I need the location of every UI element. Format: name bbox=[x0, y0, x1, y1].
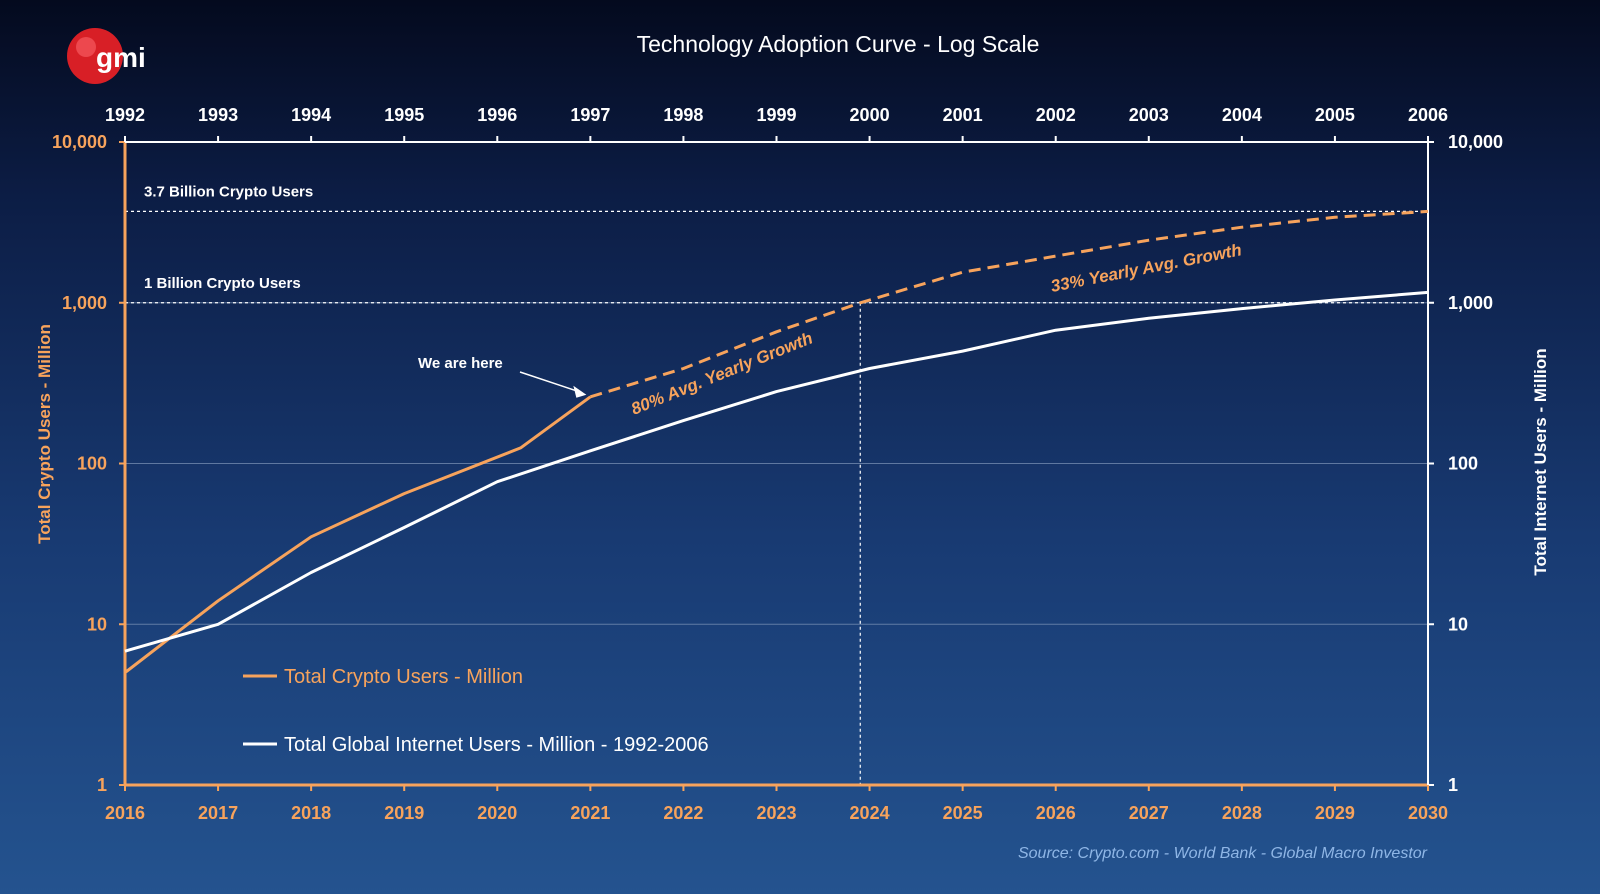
annotations: We are here 80% Avg. Yearly Growth 33% Yea… bbox=[418, 240, 1243, 418]
y-tick-label-left: 1 bbox=[97, 775, 107, 795]
y-tick-label-right: 1 bbox=[1448, 775, 1458, 795]
chart-title: Technology Adoption Curve - Log Scale bbox=[637, 31, 1040, 57]
annotation-we-are-here: We are here bbox=[418, 355, 503, 372]
axes: 1 1 10 10 100 100 1,000 1,000 10,000 10,000 2016 20… bbox=[52, 105, 1503, 823]
y-tick-label-right: 1,000 bbox=[1448, 293, 1493, 313]
series-line-2 bbox=[124, 290, 1429, 653]
x-tick-label-bottom: 2017 bbox=[198, 803, 238, 823]
source-note: Source: Crypto.com - World Bank - Global… bbox=[1018, 845, 1428, 862]
x-tick-label-top: 2003 bbox=[1129, 105, 1169, 125]
reference-lines: 3.7 Billion Crypto Users 1 Billion Crypto… bbox=[125, 183, 1428, 785]
x-tick-label-top: 1997 bbox=[570, 105, 610, 125]
x-tick-label-bottom: 2024 bbox=[850, 803, 890, 823]
x-tick-label-top: 2000 bbox=[850, 105, 890, 125]
x-tick-label-bottom: 2030 bbox=[1408, 803, 1448, 823]
reference-label: 1 Billion Crypto Users bbox=[144, 275, 301, 292]
y-tick-label-right: 10 bbox=[1448, 614, 1468, 634]
x-tick-label-top: 1998 bbox=[663, 105, 703, 125]
x-tick-label-top: 1992 bbox=[105, 105, 145, 125]
y-axis-title-left: Total Crypto Users - Million bbox=[35, 324, 54, 544]
y-tick-label-left: 100 bbox=[77, 454, 107, 474]
series-line-1 bbox=[589, 209, 1429, 399]
y-tick-label-left: 10 bbox=[87, 614, 107, 634]
annotation-arrow-head bbox=[573, 385, 587, 398]
x-tick-label-top: 2002 bbox=[1036, 105, 1076, 125]
x-tick-label-top: 2005 bbox=[1315, 105, 1355, 125]
y-tick-label-right: 100 bbox=[1448, 454, 1478, 474]
x-tick-label-top: 1996 bbox=[477, 105, 517, 125]
x-tick-label-bottom: 2018 bbox=[291, 803, 331, 823]
x-tick-label-top: 1994 bbox=[291, 105, 331, 125]
annotation-arrow-shaft bbox=[519, 371, 583, 394]
x-tick-label-bottom: 2019 bbox=[384, 803, 424, 823]
x-tick-label-bottom: 2025 bbox=[943, 803, 983, 823]
logo-highlight bbox=[76, 37, 96, 57]
logo-text: gmi bbox=[96, 42, 146, 73]
reference-label: 3.7 Billion Crypto Users bbox=[144, 183, 313, 200]
legend: Total Crypto Users - Million Total Globa… bbox=[243, 666, 709, 756]
legend-label-internet: Total Global Internet Users - Million - … bbox=[284, 734, 709, 756]
series-line-0 bbox=[124, 395, 592, 674]
annotation-growth-33: 33% Yearly Avg. Growth bbox=[1049, 240, 1243, 296]
x-tick-label-bottom: 2028 bbox=[1222, 803, 1262, 823]
x-tick-label-top: 2001 bbox=[943, 105, 983, 125]
x-tick-label-top: 2004 bbox=[1222, 105, 1262, 125]
x-tick-label-top: 2006 bbox=[1408, 105, 1448, 125]
x-tick-label-bottom: 2026 bbox=[1036, 803, 1076, 823]
x-tick-label-top: 1995 bbox=[384, 105, 424, 125]
x-tick-label-bottom: 2029 bbox=[1315, 803, 1355, 823]
x-tick-label-top: 1993 bbox=[198, 105, 238, 125]
gmi-logo: gmi bbox=[67, 28, 146, 84]
series bbox=[124, 209, 1429, 674]
y-tick-label-left: 1,000 bbox=[62, 293, 107, 313]
x-tick-label-bottom: 2027 bbox=[1129, 803, 1169, 823]
y-axis-title-right: Total Internet Users - Million bbox=[1531, 348, 1550, 575]
x-tick-label-bottom: 2016 bbox=[105, 803, 145, 823]
x-tick-label-top: 1999 bbox=[756, 105, 796, 125]
y-tick-label-right: 10,000 bbox=[1448, 132, 1503, 152]
x-tick-label-bottom: 2023 bbox=[756, 803, 796, 823]
annotation-growth-80: 80% Avg. Yearly Growth bbox=[628, 328, 815, 418]
x-tick-label-bottom: 2021 bbox=[570, 803, 610, 823]
x-tick-label-bottom: 2020 bbox=[477, 803, 517, 823]
x-tick-label-bottom: 2022 bbox=[663, 803, 703, 823]
y-tick-label-left: 10,000 bbox=[52, 132, 107, 152]
legend-label-crypto: Total Crypto Users - Million bbox=[284, 666, 523, 688]
